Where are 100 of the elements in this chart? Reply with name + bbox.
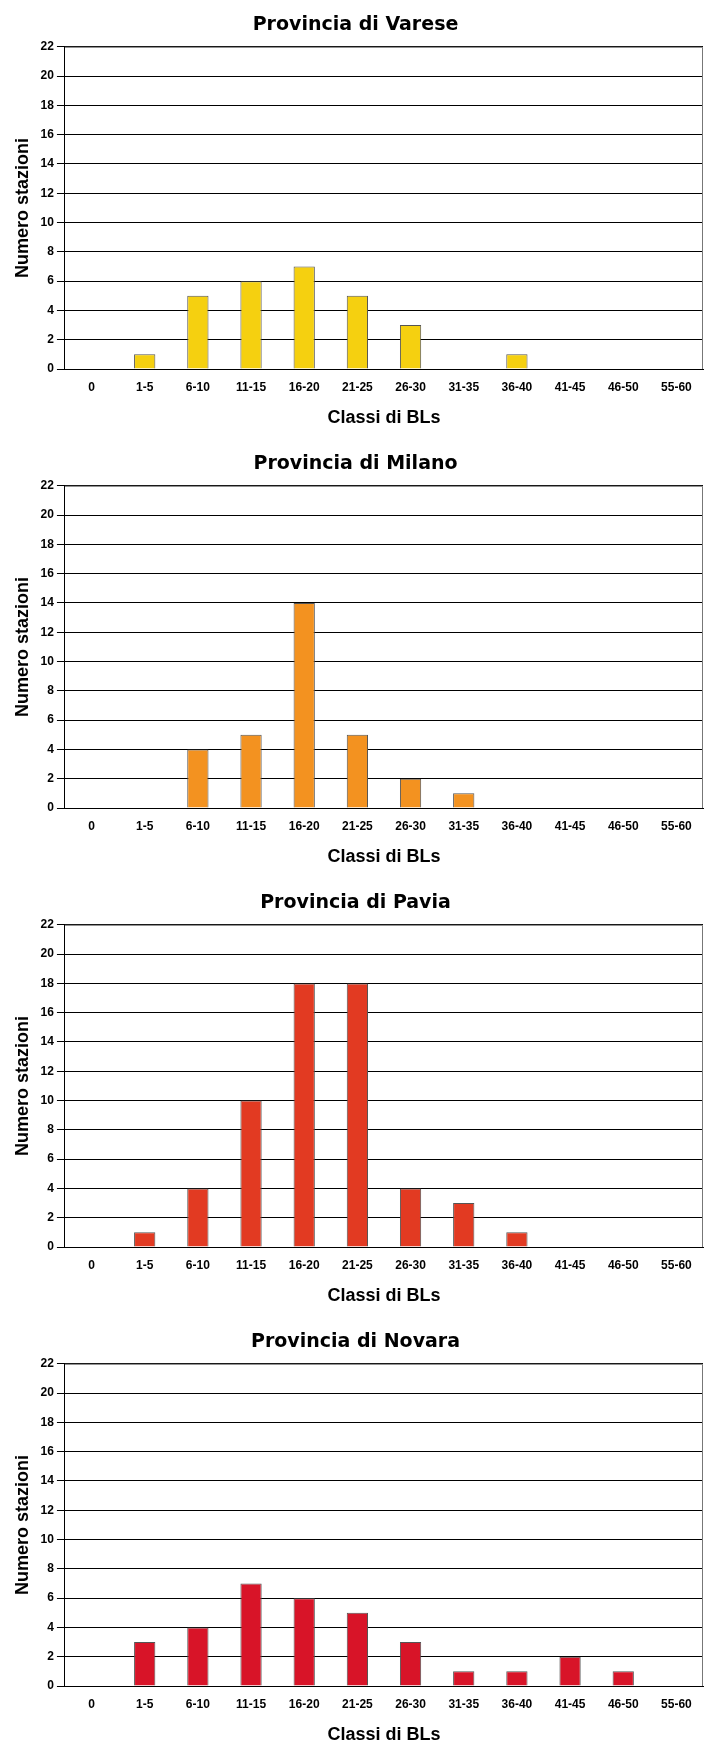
chart-title: Provincia di Varese xyxy=(252,12,459,35)
y-tick-label: 4 xyxy=(47,302,55,317)
x-tick-label: 26-30 xyxy=(395,1257,427,1272)
x-tick-label: 31-35 xyxy=(448,379,480,394)
x-tick-label: 11-15 xyxy=(236,1696,267,1711)
x-tick-label: 0 xyxy=(88,1696,96,1711)
y-tick-label: 16 xyxy=(40,126,55,141)
x-axis-title: Classi di BLs xyxy=(327,1724,441,1745)
x-tick-label: 46-50 xyxy=(607,1696,639,1711)
y-tick-label: 10 xyxy=(40,1531,55,1546)
x-tick-label: 26-30 xyxy=(395,818,427,833)
y-tick-label: 14 xyxy=(40,595,55,610)
x-tick-label: 6-10 xyxy=(185,818,211,833)
x-tick-label: 16-20 xyxy=(288,818,320,833)
y-tick-label: 10 xyxy=(40,214,55,229)
x-tick-label: 21-25 xyxy=(342,1257,374,1272)
y-tick-label: 6 xyxy=(47,273,55,288)
y-tick-label: 22 xyxy=(40,478,55,493)
x-tick-label: 41-45 xyxy=(554,818,586,833)
x-tick-label: 0 xyxy=(88,1257,96,1272)
x-tick-label: 55-60 xyxy=(661,379,693,394)
x-tick-label: 6-10 xyxy=(185,1257,211,1272)
x-tick-label: 31-35 xyxy=(448,1696,480,1711)
x-tick-label: 16-20 xyxy=(288,1257,320,1272)
x-tick-label: 36-40 xyxy=(501,1696,533,1711)
x-tick-label: 16-20 xyxy=(288,379,320,394)
y-axis-title: Numero stazioni xyxy=(11,1015,32,1156)
y-tick-label: 12 xyxy=(40,1063,55,1078)
y-tick-label: 4 xyxy=(47,1180,55,1195)
y-tick-label: 16 xyxy=(40,1004,55,1019)
y-tick-label: 6 xyxy=(47,712,55,727)
y-tick-label: 4 xyxy=(47,1619,55,1634)
y-tick-label: 2 xyxy=(47,771,55,786)
x-tick-label: 0 xyxy=(88,818,96,833)
chart-title: Provincia di Milano xyxy=(253,451,458,474)
x-tick-label: 0 xyxy=(88,379,96,394)
chart-title: Provincia di Novara xyxy=(250,1329,461,1352)
x-tick-label: 36-40 xyxy=(501,379,533,394)
x-tick-label: 21-25 xyxy=(342,818,374,833)
y-tick-label: 20 xyxy=(40,1385,55,1400)
y-tick-label: 8 xyxy=(47,683,55,698)
x-tick-label: 26-30 xyxy=(395,1696,427,1711)
y-tick-label: 2 xyxy=(47,1210,55,1225)
x-tick-label: 16-20 xyxy=(288,1696,320,1711)
x-tick-label: 46-50 xyxy=(607,1257,639,1272)
x-tick-label: 46-50 xyxy=(607,379,639,394)
x-axis-title: Classi di BLs xyxy=(327,846,441,867)
y-tick-label: 6 xyxy=(47,1151,55,1166)
x-tick-label: 55-60 xyxy=(661,818,693,833)
y-tick-label: 0 xyxy=(47,800,55,815)
x-tick-label: 11-15 xyxy=(236,818,267,833)
y-tick-label: 18 xyxy=(40,975,55,990)
y-tick-label: 12 xyxy=(40,1502,55,1517)
y-tick-label: 20 xyxy=(40,68,55,83)
y-tick-label: 12 xyxy=(40,185,55,200)
chart-title: Provincia di Pavia xyxy=(260,890,451,913)
x-tick-label: 6-10 xyxy=(185,379,211,394)
x-tick-label: 6-10 xyxy=(185,1696,211,1711)
y-tick-label: 0 xyxy=(47,1239,55,1254)
y-tick-label: 6 xyxy=(47,1590,55,1605)
x-tick-label: 21-25 xyxy=(342,379,374,394)
y-tick-label: 22 xyxy=(40,39,55,54)
x-tick-label: 41-45 xyxy=(554,379,586,394)
x-tick-label: 1-5 xyxy=(136,818,154,833)
x-tick-label: 55-60 xyxy=(661,1257,693,1272)
y-tick-label: 16 xyxy=(40,1443,55,1458)
x-tick-label: 26-30 xyxy=(395,379,427,394)
x-axis-title: Classi di BLs xyxy=(327,407,441,428)
y-tick-label: 12 xyxy=(40,624,55,639)
y-tick-label: 8 xyxy=(47,1122,55,1137)
y-tick-label: 10 xyxy=(40,653,55,668)
x-tick-label: 31-35 xyxy=(448,818,480,833)
x-tick-label: 1-5 xyxy=(136,379,154,394)
y-tick-label: 14 xyxy=(40,156,55,171)
y-tick-label: 0 xyxy=(47,361,55,376)
y-tick-label: 14 xyxy=(40,1034,55,1049)
y-tick-label: 2 xyxy=(47,332,55,347)
y-axis-title: Numero stazioni xyxy=(11,576,32,717)
x-tick-label: 21-25 xyxy=(342,1696,374,1711)
x-tick-label: 36-40 xyxy=(501,818,533,833)
x-tick-label: 1-5 xyxy=(136,1257,154,1272)
x-tick-label: 11-15 xyxy=(236,379,267,394)
y-tick-label: 0 xyxy=(47,1678,55,1693)
x-tick-label: 31-35 xyxy=(448,1257,480,1272)
y-axis-title: Numero stazioni xyxy=(11,137,32,278)
y-tick-label: 8 xyxy=(47,1561,55,1576)
y-tick-label: 16 xyxy=(40,565,55,580)
y-tick-label: 18 xyxy=(40,1414,55,1429)
y-tick-label: 18 xyxy=(40,97,55,112)
x-tick-label: 41-45 xyxy=(554,1257,586,1272)
y-tick-label: 18 xyxy=(40,536,55,551)
x-axis-title: Classi di BLs xyxy=(327,1285,441,1306)
x-tick-label: 55-60 xyxy=(661,1696,693,1711)
y-tick-label: 20 xyxy=(40,507,55,522)
x-tick-label: 11-15 xyxy=(236,1257,267,1272)
x-tick-label: 36-40 xyxy=(501,1257,533,1272)
y-tick-label: 2 xyxy=(47,1649,55,1664)
y-tick-label: 4 xyxy=(47,741,55,756)
y-tick-label: 14 xyxy=(40,1473,55,1488)
y-tick-label: 20 xyxy=(40,946,55,961)
